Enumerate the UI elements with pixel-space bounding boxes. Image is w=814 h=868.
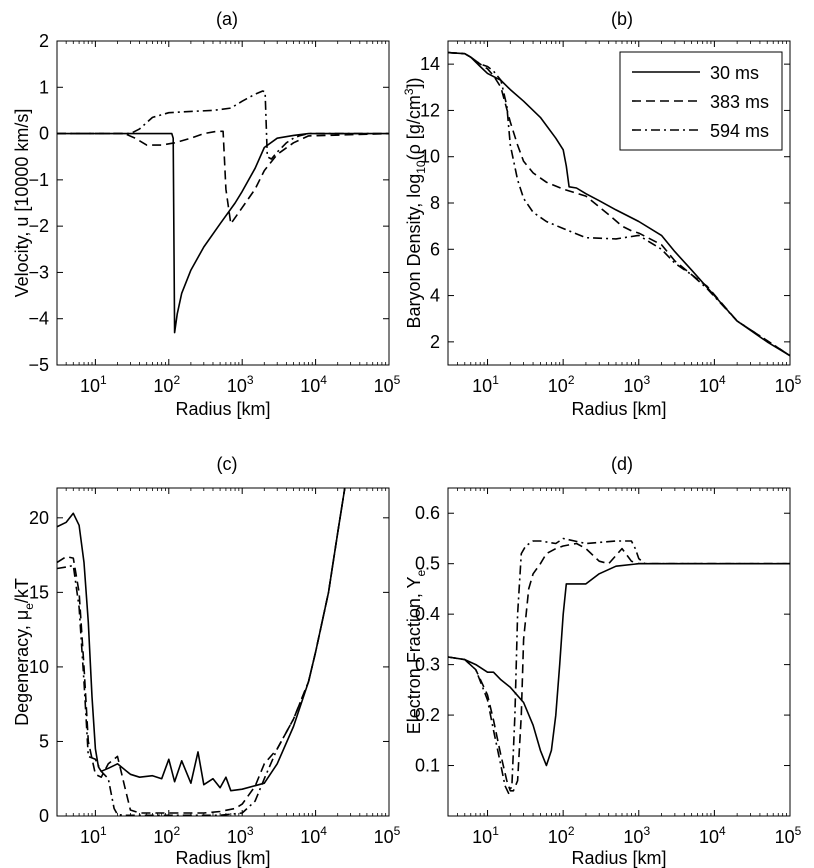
legend-label-30ms: 30 ms [710,63,759,83]
panel-d-ytick-label: 0.4 [415,604,440,624]
panel-c-ytick-label: 5 [39,731,49,751]
panel-b-series-30ms [448,51,790,357]
panel-a-xtick-label: 104 [300,373,327,396]
panel-c-series-383ms [57,488,346,814]
panel-b-ylabel-sub: 10 [414,160,428,174]
legend-label-383ms: 383 ms [710,92,769,112]
panel-c-plot: 101 102 103 104 105 0 5 10 15 20 [29,488,401,847]
panel-c-xtick-label: 105 [374,824,401,847]
panel-b-ytick-label: 8 [430,193,440,213]
panel-d-xtick-label: 104 [699,824,726,847]
panel-a-xtick-label: 102 [153,373,180,396]
panel-c-ylabel-sub: e [22,603,36,610]
panel-d-xtick-label: 101 [472,824,499,847]
legend-label-594ms: 594 ms [710,121,769,141]
panel-c-ytick-label: 15 [29,582,49,602]
panel-b-xtick-label: 105 [775,373,802,396]
panel-a-label: (a) [216,9,238,29]
panel-b-ylabel-mid: (ρ [g/cm [404,95,424,160]
panel-b-ytick-label: 12 [420,100,440,120]
panel-b-xlabel: Radius [km] [571,399,666,419]
panel-c-xtick-label: 104 [300,824,327,847]
panel-d-ytick-label: 0.1 [415,756,440,776]
panel-a-ytick-label: 1 [39,77,49,97]
panel-a-xtick-label: 105 [374,373,401,396]
panel-b-xtick-label: 103 [623,373,650,396]
panel-b-ytick-label: 6 [430,239,440,259]
panel-d-xtick-label: 102 [548,824,575,847]
panel-a-ytick-label: −1 [28,170,49,190]
panel-a: (a) 101 102 103 104 105 −5 −4 −3 −2 −1 0 1 2 Radius … [12,9,401,419]
panel-d-ytick-label: 0.3 [415,655,440,675]
panel-c-ylabel-main: Degeneracy, μ [12,610,32,726]
panel-c-ylabel-end: /kT [12,578,32,603]
panel-c-xtick-label: 102 [153,824,180,847]
panel-a-axes-frame [56,40,390,366]
panel-b-label: (b) [611,9,633,29]
panel-b-xtick-label: 102 [548,373,575,396]
panel-a-ytick-label: −5 [28,355,49,375]
panel-d-plot: 101 102 103 104 105 0.1 0.2 0.3 0.4 0.5 0.6 [415,488,802,847]
panel-a-xlabel: Radius [km] [175,399,270,419]
panel-b-ytick-label: 10 [420,147,440,167]
panel-a-series-594ms [57,90,389,160]
panel-b-ytick-label: 14 [420,54,440,74]
panel-d-label: (d) [611,454,633,474]
panel-a-xtick-label: 101 [80,373,107,396]
panel-b-ylabel-sup: 3 [402,88,416,95]
panel-d-ytick-label: 0.2 [415,705,440,725]
panel-d-ytick-label: 0.5 [415,554,440,574]
panel-a-ytick-label: −4 [28,309,49,329]
panel-d-xtick-label: 103 [623,824,650,847]
panel-b-xtick-label: 101 [472,373,499,396]
panel-b-series-594ms [448,51,790,357]
panel-c-ytick-label: 0 [39,806,49,826]
panel-a-plot: 101 102 103 104 105 −5 −4 −3 −2 −1 0 1 2 [28,31,400,396]
panel-a-series-30ms [57,132,389,334]
panel-d-ylabel-main: Electron Fraction, Y [404,576,424,734]
legend: 30 ms 383 ms 594 ms [619,51,783,151]
panel-d-xtick-label: 105 [775,824,802,847]
panel-d-ylabel: Electron Fraction, Ye [404,569,428,734]
panel-c-series-594ms [57,488,346,816]
panel-c-label: (c) [217,454,238,474]
panel-b-series-383ms [448,51,790,357]
panel-b-ytick-label: 2 [430,332,440,352]
panel-d-xlabel: Radius [km] [571,848,666,868]
panel-c-axes-frame [56,487,390,817]
panel-d-ytick-label: 0.6 [415,503,440,523]
panel-c-ytick-label: 20 [29,508,49,528]
panel-b-ylabel-main: Baryon Density, log [404,174,424,329]
panel-a-ytick-label: −3 [28,262,49,282]
panel-d-series-30ms [448,562,790,767]
panel-b-ylabel-end: ]) [404,77,424,88]
panel-c-series-30ms [57,488,346,792]
panel-a-xtick-label: 103 [227,373,254,396]
panel-a-series-383ms [57,130,389,225]
panel-d-series-383ms [448,542,790,792]
panel-a-ytick-label: −2 [28,216,49,236]
panel-a-ytick-label: 0 [39,124,49,144]
panel-c-ylabel: Degeneracy, μe/kT [12,578,36,726]
panel-c-xtick-label: 103 [227,824,254,847]
panel-d: (d) 101 102 103 104 105 0.1 0.2 0.3 0.4 0.5 0.6 Ra… [404,454,802,868]
panel-d-axes-frame [447,487,791,817]
panel-b-plot: 101 102 103 104 105 2 4 6 8 10 12 14 [420,41,802,396]
panel-b-xtick-label: 104 [699,373,726,396]
panel-b-ylabel: Baryon Density, log10(ρ [g/cm3]) [402,77,428,328]
panel-d-ylabel-sub: e [414,569,428,576]
panel-c-xlabel: Radius [km] [175,848,270,868]
panel-b-ytick-label: 4 [430,286,440,306]
panel-a-ylabel: Velocity, u [10000 km/s] [12,109,32,298]
panel-c-ytick-label: 10 [29,657,49,677]
panel-a-ytick-label: 2 [39,31,49,51]
panel-c-xtick-label: 101 [80,824,107,847]
panel-d-series-594ms [448,537,790,795]
